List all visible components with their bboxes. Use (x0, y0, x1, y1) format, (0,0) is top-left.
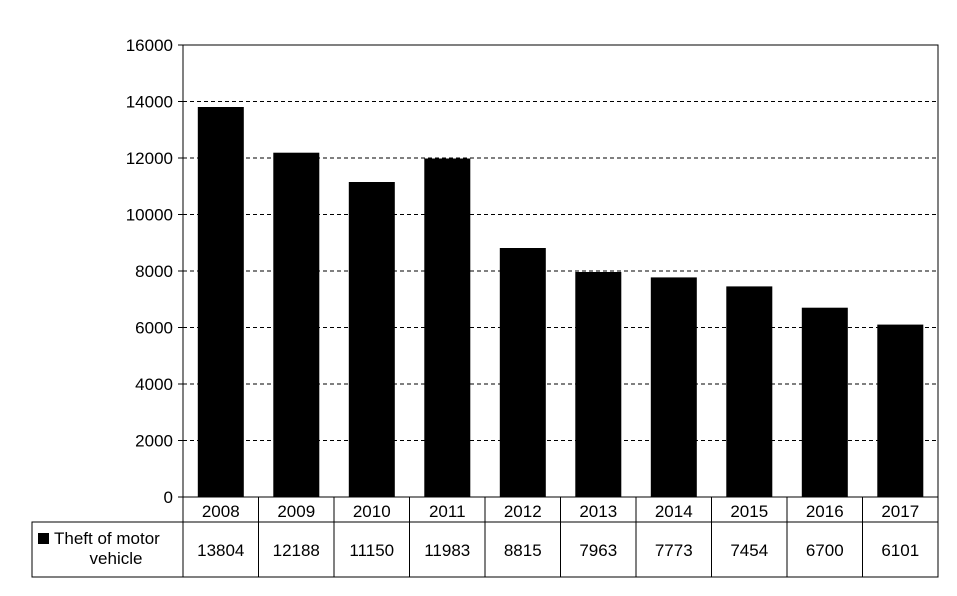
bars (197, 107, 924, 497)
y-tick-label: 6000 (135, 319, 173, 338)
y-tick-label: 12000 (126, 149, 173, 168)
bar (499, 248, 546, 497)
data-value-label: 8815 (504, 541, 542, 560)
x-category-label: 2016 (806, 502, 844, 521)
x-category-label: 2010 (353, 502, 391, 521)
x-category-label: 2014 (655, 502, 693, 521)
legend-series-name: Theft of motor vehicle (54, 529, 160, 568)
bar (575, 272, 622, 497)
y-tick-label: 8000 (135, 262, 173, 281)
y-tick-label: 16000 (126, 36, 173, 55)
bar (197, 107, 244, 497)
data-value-label: 13804 (197, 541, 244, 560)
data-value-label: 11150 (349, 541, 394, 560)
y-axis-ticks: 0 2000 4000 6000 8000 10000 12000 14000 16000 (126, 36, 183, 507)
x-category-label: 2017 (881, 502, 919, 521)
y-tick-label: 10000 (126, 206, 173, 225)
x-category-label: 2013 (579, 502, 617, 521)
data-value-label: 12188 (273, 541, 320, 560)
y-tick-label: 14000 (126, 93, 173, 112)
y-tick-label: 0 (164, 488, 173, 507)
bar (424, 158, 471, 497)
data-value-label: 7773 (655, 541, 693, 560)
y-tick-label: 2000 (135, 432, 173, 451)
x-category-label: 2009 (277, 502, 315, 521)
bar (801, 307, 848, 497)
data-value-label: 6700 (806, 541, 844, 560)
x-category-label: 2008 (202, 502, 240, 521)
bar (726, 286, 773, 497)
bar (273, 152, 320, 497)
x-category-label: 2011 (429, 502, 466, 521)
bar (348, 182, 395, 497)
data-value-label: 7454 (730, 541, 768, 560)
data-value-label: 11983 (424, 541, 470, 560)
y-tick-label: 4000 (135, 375, 173, 394)
bar (877, 324, 924, 497)
bar (650, 277, 697, 497)
x-category-label: 2012 (504, 502, 542, 521)
data-value-label: 7963 (579, 541, 617, 560)
x-category-label: 2015 (730, 502, 768, 521)
data-value-label: 6101 (881, 541, 919, 560)
legend-key-swatch (38, 533, 49, 544)
data-table: 2008 13804 2009 12188 2010 11150 2011 11983 2012… (31, 497, 939, 578)
